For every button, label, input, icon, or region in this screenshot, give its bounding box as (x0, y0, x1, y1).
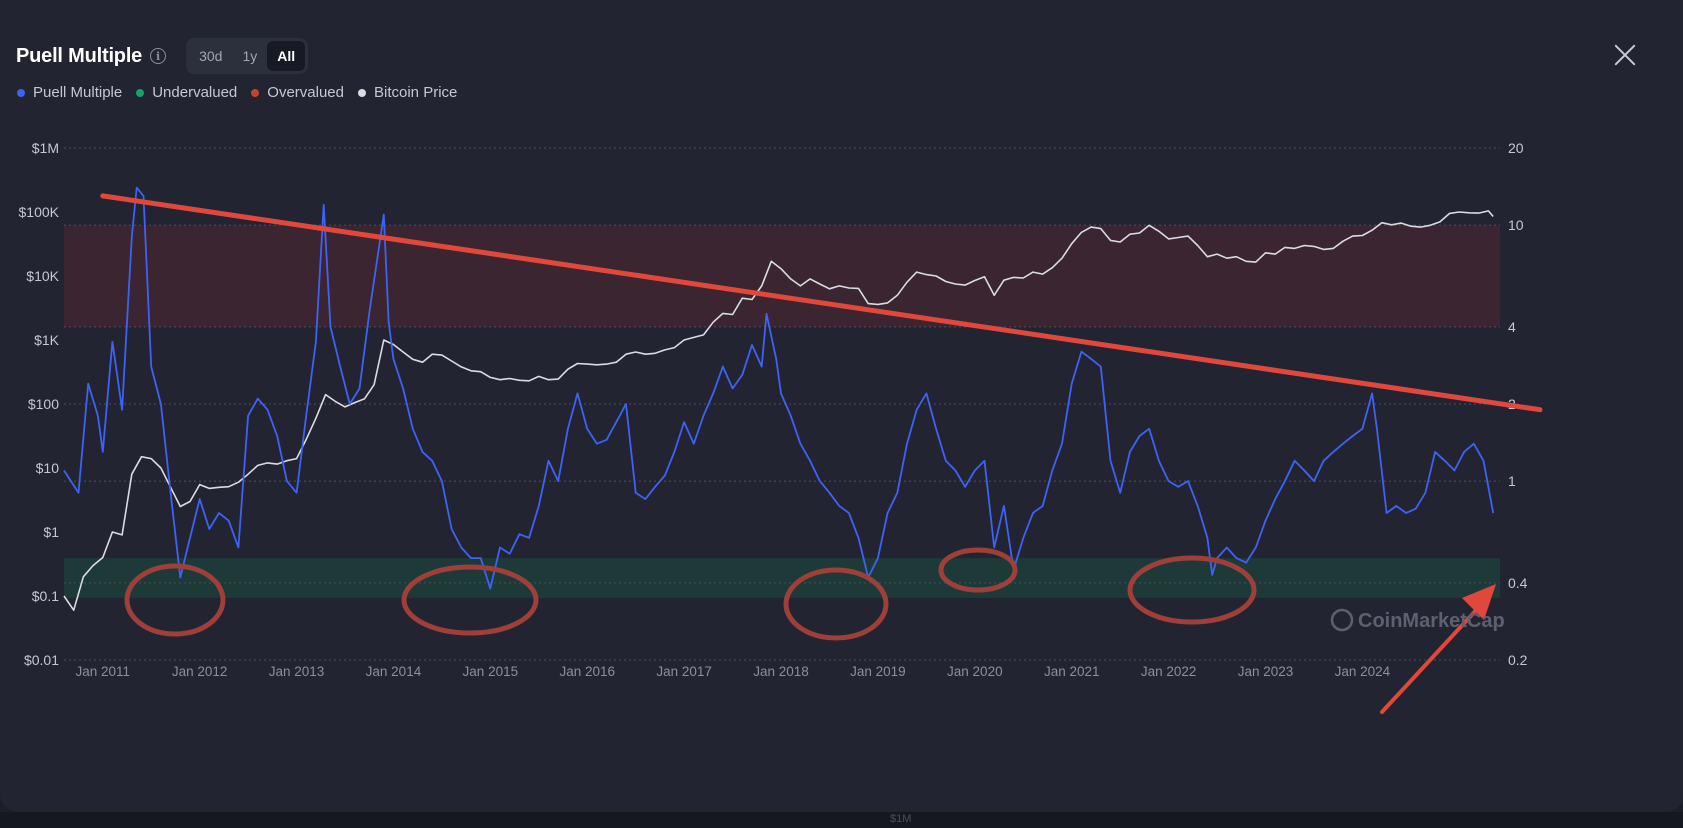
legend-label-overvalued: Overvalued (267, 84, 344, 101)
legend-item-puell[interactable]: Puell Multiple (17, 84, 122, 101)
low-circle (124, 563, 226, 637)
right-tick-label: 4 (1508, 319, 1516, 335)
legend-item-overvalued[interactable]: Overvalued (251, 84, 344, 101)
x-tick-label: Jan 2022 (1141, 664, 1197, 679)
x-tick-label: Jan 2012 (172, 664, 228, 679)
puell-dot-icon (17, 88, 25, 97)
gridlines (64, 147, 1500, 661)
undervalued-band (64, 558, 1500, 598)
bitcoin-price-dot-icon (358, 88, 366, 97)
legend-label-bitcoin-price: Bitcoin Price (374, 84, 458, 101)
legend-label-undervalued: Undervalued (152, 84, 238, 101)
left-tick-label: $1M (32, 140, 59, 156)
arrow-head (1462, 584, 1496, 620)
low-circle (783, 567, 889, 641)
left-tick-label: $10K (26, 268, 59, 284)
left-axis: $1M $100K $10K $1K $100 $10 $1 $0.1 $0.01 (19, 140, 60, 668)
left-tick-label: $0.01 (24, 652, 59, 668)
bottom-strip-label: $1M (890, 813, 912, 825)
right-tick-label: 10 (1508, 217, 1524, 233)
x-tick-label: Jan 2016 (559, 664, 615, 679)
low-circle (401, 564, 539, 636)
right-tick-label: 0.2 (1508, 652, 1528, 668)
left-tick-label: $100K (19, 204, 60, 220)
annotations (100, 193, 1543, 714)
x-tick-label: Jan 2024 (1335, 664, 1391, 679)
left-tick-label: $100 (28, 396, 59, 412)
x-tick-label: Jan 2014 (366, 664, 422, 679)
x-tick-label: Jan 2017 (656, 664, 712, 679)
range-all-button[interactable]: All (267, 41, 306, 71)
coinmarketcap-logo-icon (1330, 608, 1354, 632)
x-tick-label: Jan 2013 (269, 664, 325, 679)
legend: Puell Multiple Undervalued Overvalued Bi… (17, 84, 457, 101)
range-selector: 30d 1y All (186, 38, 309, 74)
right-axis: 20104210.40.2 (1508, 140, 1528, 668)
trend-line (100, 193, 1543, 413)
chart-header: Puell Multiple i 30d 1y All (16, 38, 309, 74)
series-lines (63, 186, 1495, 611)
x-tick-label: Jan 2023 (1238, 664, 1294, 679)
left-tick-label: $0.1 (32, 588, 59, 604)
low-circle (938, 547, 1018, 593)
undervalued-dot-icon (136, 88, 145, 97)
x-tick-label: Jan 2021 (1044, 664, 1100, 679)
info-icon[interactable]: i (150, 48, 167, 64)
right-tick-label: 1 (1508, 473, 1516, 489)
range-30d-button[interactable]: 30d (199, 48, 223, 64)
x-tick-label: Jan 2018 (753, 664, 809, 679)
range-1y-button[interactable]: 1y (242, 48, 258, 64)
puell-multiple-line (63, 186, 1495, 590)
watermark: CoinMarketCap (1330, 608, 1505, 632)
overvalued-band (64, 225, 1500, 327)
low-circle (1127, 555, 1257, 625)
x-axis: Jan 2011 Jan 2012 Jan 2013 Jan 2014 Jan 2015… (75, 664, 1390, 679)
left-tick-label: $1 (43, 524, 59, 540)
right-tick-label: 20 (1508, 140, 1524, 156)
legend-item-bitcoin-price[interactable]: Bitcoin Price (358, 84, 457, 101)
bottom-strip (0, 812, 1683, 828)
chart-title: Puell Multiple (16, 44, 143, 67)
annotation-arrow (1380, 604, 1482, 714)
x-tick-label: Jan 2020 (947, 664, 1003, 679)
x-tick-label: Jan 2019 (850, 664, 906, 679)
left-tick-label: $1K (34, 332, 60, 348)
legend-label-puell: Puell Multiple (33, 84, 123, 101)
x-tick-label: Jan 2011 (75, 664, 130, 679)
valuation-bands (64, 225, 1500, 598)
legend-item-undervalued[interactable]: Undervalued (136, 84, 237, 101)
right-tick-label: 0.4 (1508, 575, 1528, 591)
watermark-text: CoinMarketCap (1358, 610, 1505, 632)
overvalued-dot-icon (251, 88, 260, 97)
x-tick-label: Jan 2015 (463, 664, 519, 679)
left-tick-label: $10 (36, 460, 60, 476)
